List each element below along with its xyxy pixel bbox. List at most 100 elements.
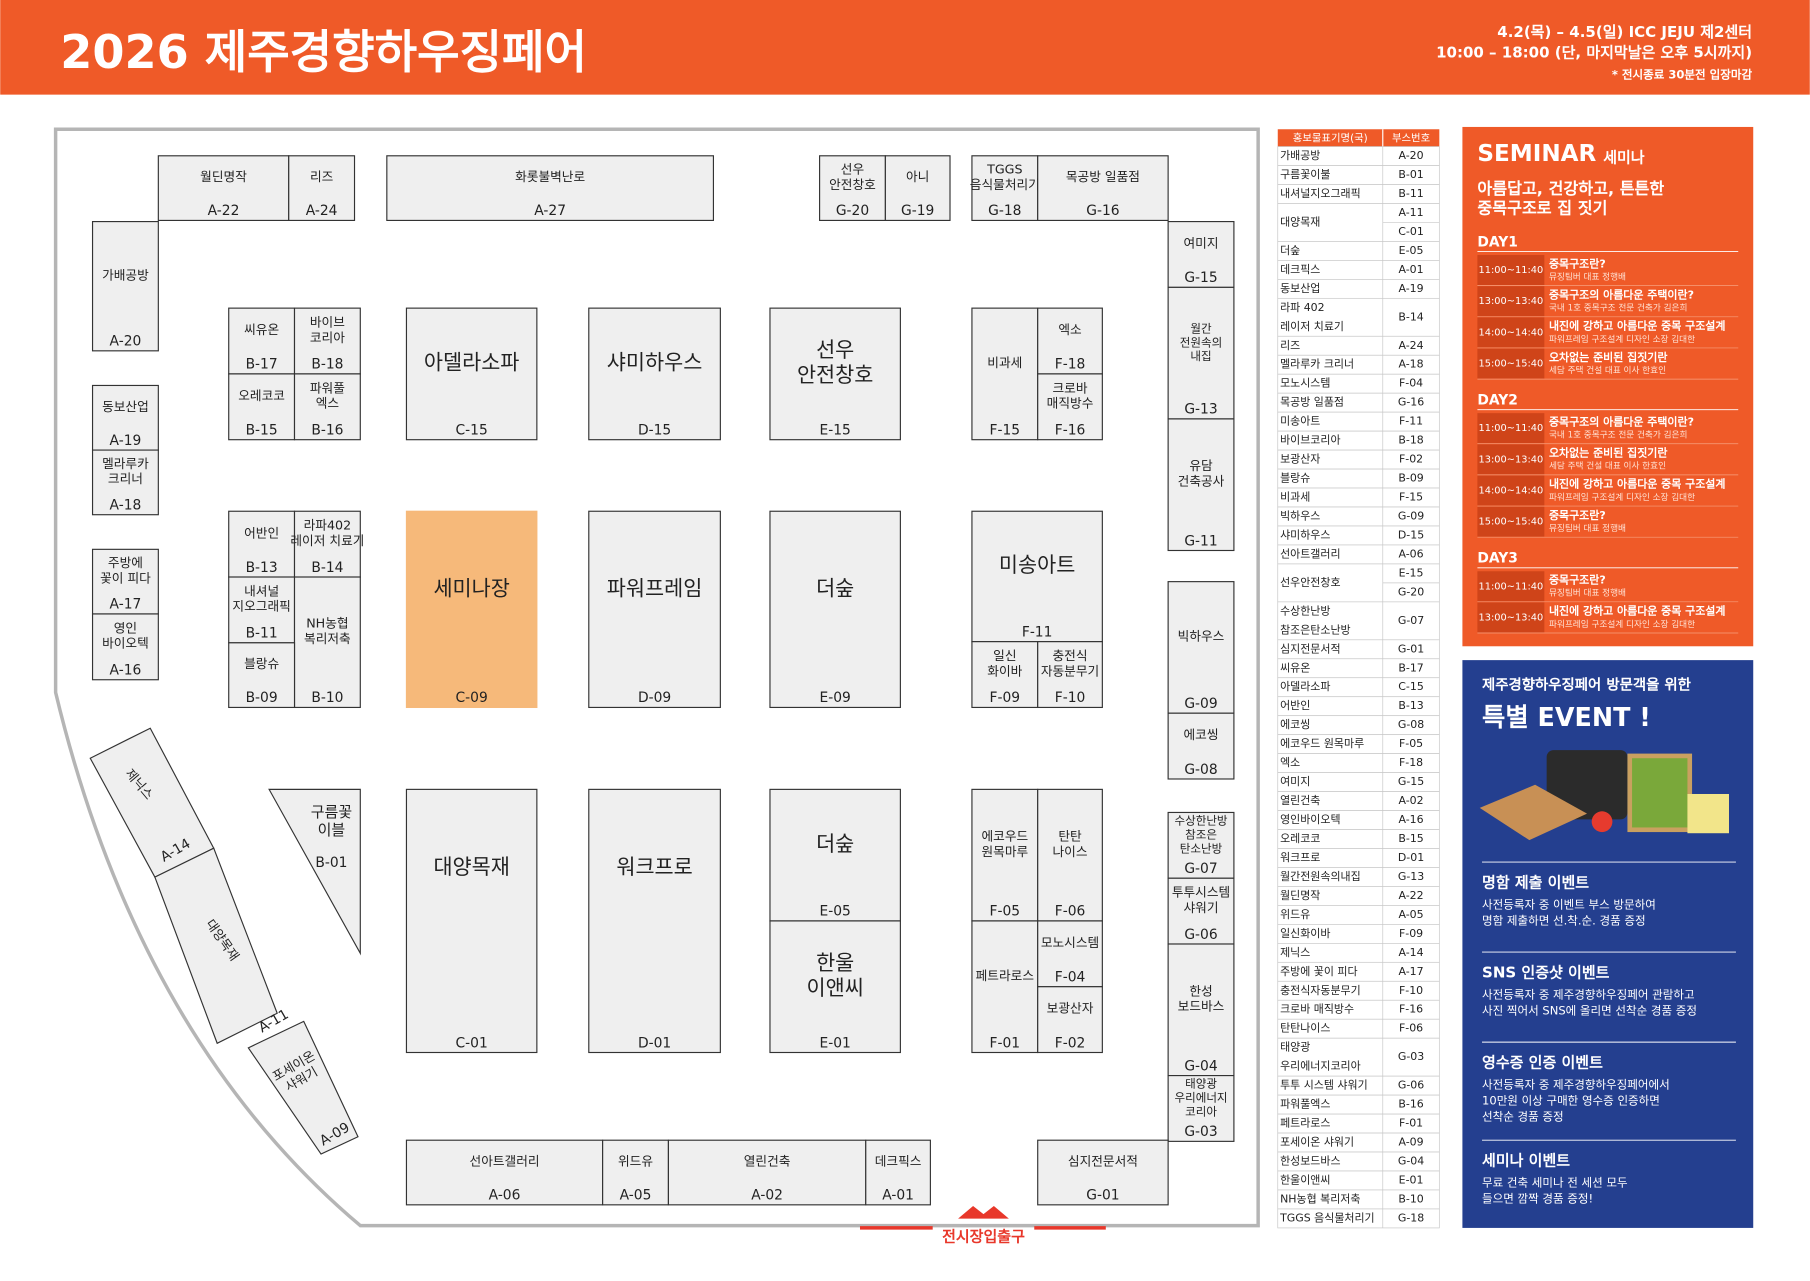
seminar-title: SEMINAR xyxy=(1477,141,1596,167)
directory-name: 라파 402 xyxy=(1280,301,1325,314)
session-speaker: 파워프레임 구조설계 디자인 소장 김대한 xyxy=(1549,333,1695,345)
booth-code: F-11 xyxy=(1022,624,1053,640)
directory-code: A-19 xyxy=(1398,282,1423,295)
booth-code: C-01 xyxy=(456,1035,488,1051)
directory-code: F-05 xyxy=(1399,737,1423,750)
directory-header xyxy=(1277,129,1440,147)
session-time: 11:00~11:40 xyxy=(1479,265,1544,276)
booth-code: E-09 xyxy=(820,690,851,706)
directory-name: 구름꽃이불 xyxy=(1280,168,1330,181)
directory-code: A-18 xyxy=(1398,358,1423,371)
booth-label: 비과세 xyxy=(987,355,1022,370)
booth-label: 충전식 xyxy=(1053,648,1088,663)
session-time: 11:00~11:40 xyxy=(1479,581,1544,592)
session-time: 11:00~11:40 xyxy=(1479,423,1544,434)
booth xyxy=(91,548,159,615)
booth-label: 화롯불벽난로 xyxy=(515,169,585,184)
booth-label: 선아트갤러리 xyxy=(470,1154,540,1169)
booth xyxy=(89,727,215,878)
booth-label: 수상한난방 xyxy=(1174,814,1227,828)
booth-label: 바이브 xyxy=(310,315,345,330)
directory-column: 홍보물표기명(국) xyxy=(1293,131,1368,144)
directory-name: 엑소 xyxy=(1280,756,1300,769)
directory-code: G-03 xyxy=(1398,1050,1424,1063)
booth-code: A-22 xyxy=(208,203,240,219)
directory-code: G-18 xyxy=(1398,1211,1424,1224)
directory-name: TGGS 음식물처리기 xyxy=(1279,1211,1375,1224)
booth xyxy=(405,1139,604,1206)
header-info: 10:00 – 18:00 (단, 마지막날은 오후 5시까지) xyxy=(1436,44,1752,62)
booth xyxy=(157,155,290,222)
seminar-day: DAY1 xyxy=(1477,234,1517,250)
booth xyxy=(769,510,901,709)
directory-name: 레이저 치료기 xyxy=(1280,320,1344,333)
booth-code: B-11 xyxy=(246,626,278,642)
directory-code: B-14 xyxy=(1398,310,1423,323)
booth-code: G-09 xyxy=(1184,696,1217,712)
directory-name: 월간전원속의내집 xyxy=(1280,870,1361,883)
booth-code: G-03 xyxy=(1184,1124,1217,1140)
booth-code: G-11 xyxy=(1184,533,1217,549)
booth-code: F-18 xyxy=(1055,357,1086,373)
booth-label: 파워풀 xyxy=(310,380,345,395)
booth-label: 크로바 xyxy=(1053,380,1088,395)
booth-label: 매직방수 xyxy=(1047,396,1094,411)
directory-code: A-01 xyxy=(1398,263,1423,276)
booth xyxy=(386,155,715,222)
booth-label: 전원속의 xyxy=(1180,335,1222,349)
booth xyxy=(1037,920,1103,988)
booth xyxy=(769,920,901,1054)
directory-name: 목공방 일품점 xyxy=(1280,395,1344,409)
booth-label: 우리에너지 xyxy=(1174,1091,1227,1105)
booth-label: 일신 xyxy=(993,648,1016,663)
directory-code: A-16 xyxy=(1398,813,1423,826)
gift-note xyxy=(1687,793,1729,834)
gift-box xyxy=(1546,750,1628,820)
directory-name: 참조은탄소난방 xyxy=(1280,623,1351,636)
booth-label: 영인 xyxy=(114,620,137,635)
booth xyxy=(1037,641,1103,709)
session-title: 중목구조란? xyxy=(1549,256,1606,270)
booth xyxy=(971,788,1039,922)
event-item-line: 선착순 경품 증정 xyxy=(1482,1110,1564,1124)
booth-label: 에코씽 xyxy=(1183,727,1218,742)
booth xyxy=(884,155,951,222)
directory-code: F-11 xyxy=(1399,415,1423,428)
booth-label: 파워프레임 xyxy=(607,577,703,601)
directory-code: F-16 xyxy=(1399,1003,1423,1016)
booth-code: F-09 xyxy=(990,690,1021,706)
directory-code: F-01 xyxy=(1399,1117,1423,1130)
directory-name: 일신화이바 xyxy=(1280,926,1330,940)
booth-label: 더숲 xyxy=(816,577,854,601)
gift-board xyxy=(1479,784,1588,841)
directory-name: 비과세 xyxy=(1280,491,1310,504)
entrance-label: 전시장입출구 xyxy=(942,1228,1025,1246)
session-title: 내진에 강하고 아름다운 중목 구조설계 xyxy=(1549,319,1725,333)
directory-code: G-07 xyxy=(1398,614,1424,627)
booth-label: 코리아 xyxy=(310,330,345,345)
booth xyxy=(1167,1075,1235,1142)
event-item-title: 명함 제출 이벤트 xyxy=(1482,873,1589,891)
directory-name: 빅하우스 xyxy=(1280,508,1320,522)
booth xyxy=(268,788,361,956)
booth-label: 에코우드 xyxy=(981,829,1028,844)
session-speaker: 뮤징팀버 대표 정행배 xyxy=(1549,270,1626,282)
booth xyxy=(971,641,1039,709)
booth xyxy=(588,307,721,441)
booth-label: 샤미하우스 xyxy=(607,351,703,375)
directory-code: B-15 xyxy=(1398,832,1423,845)
directory-name: 파워풀엑스 xyxy=(1280,1098,1330,1111)
directory-code: B-11 xyxy=(1398,187,1423,200)
directory-code: F-02 xyxy=(1399,453,1423,466)
booth-code: G-01 xyxy=(1086,1188,1119,1204)
directory-code: G-13 xyxy=(1398,870,1424,883)
booth-code: F-06 xyxy=(1055,904,1086,920)
hall-outline xyxy=(53,127,1260,1228)
booth xyxy=(228,373,296,441)
directory-code: D-15 xyxy=(1398,528,1424,541)
booth xyxy=(1167,877,1235,945)
directory-code: A-02 xyxy=(1398,794,1423,807)
directory-name: 주방에 꽃이 피다 xyxy=(1280,965,1358,978)
booth-code: G-18 xyxy=(988,203,1021,219)
